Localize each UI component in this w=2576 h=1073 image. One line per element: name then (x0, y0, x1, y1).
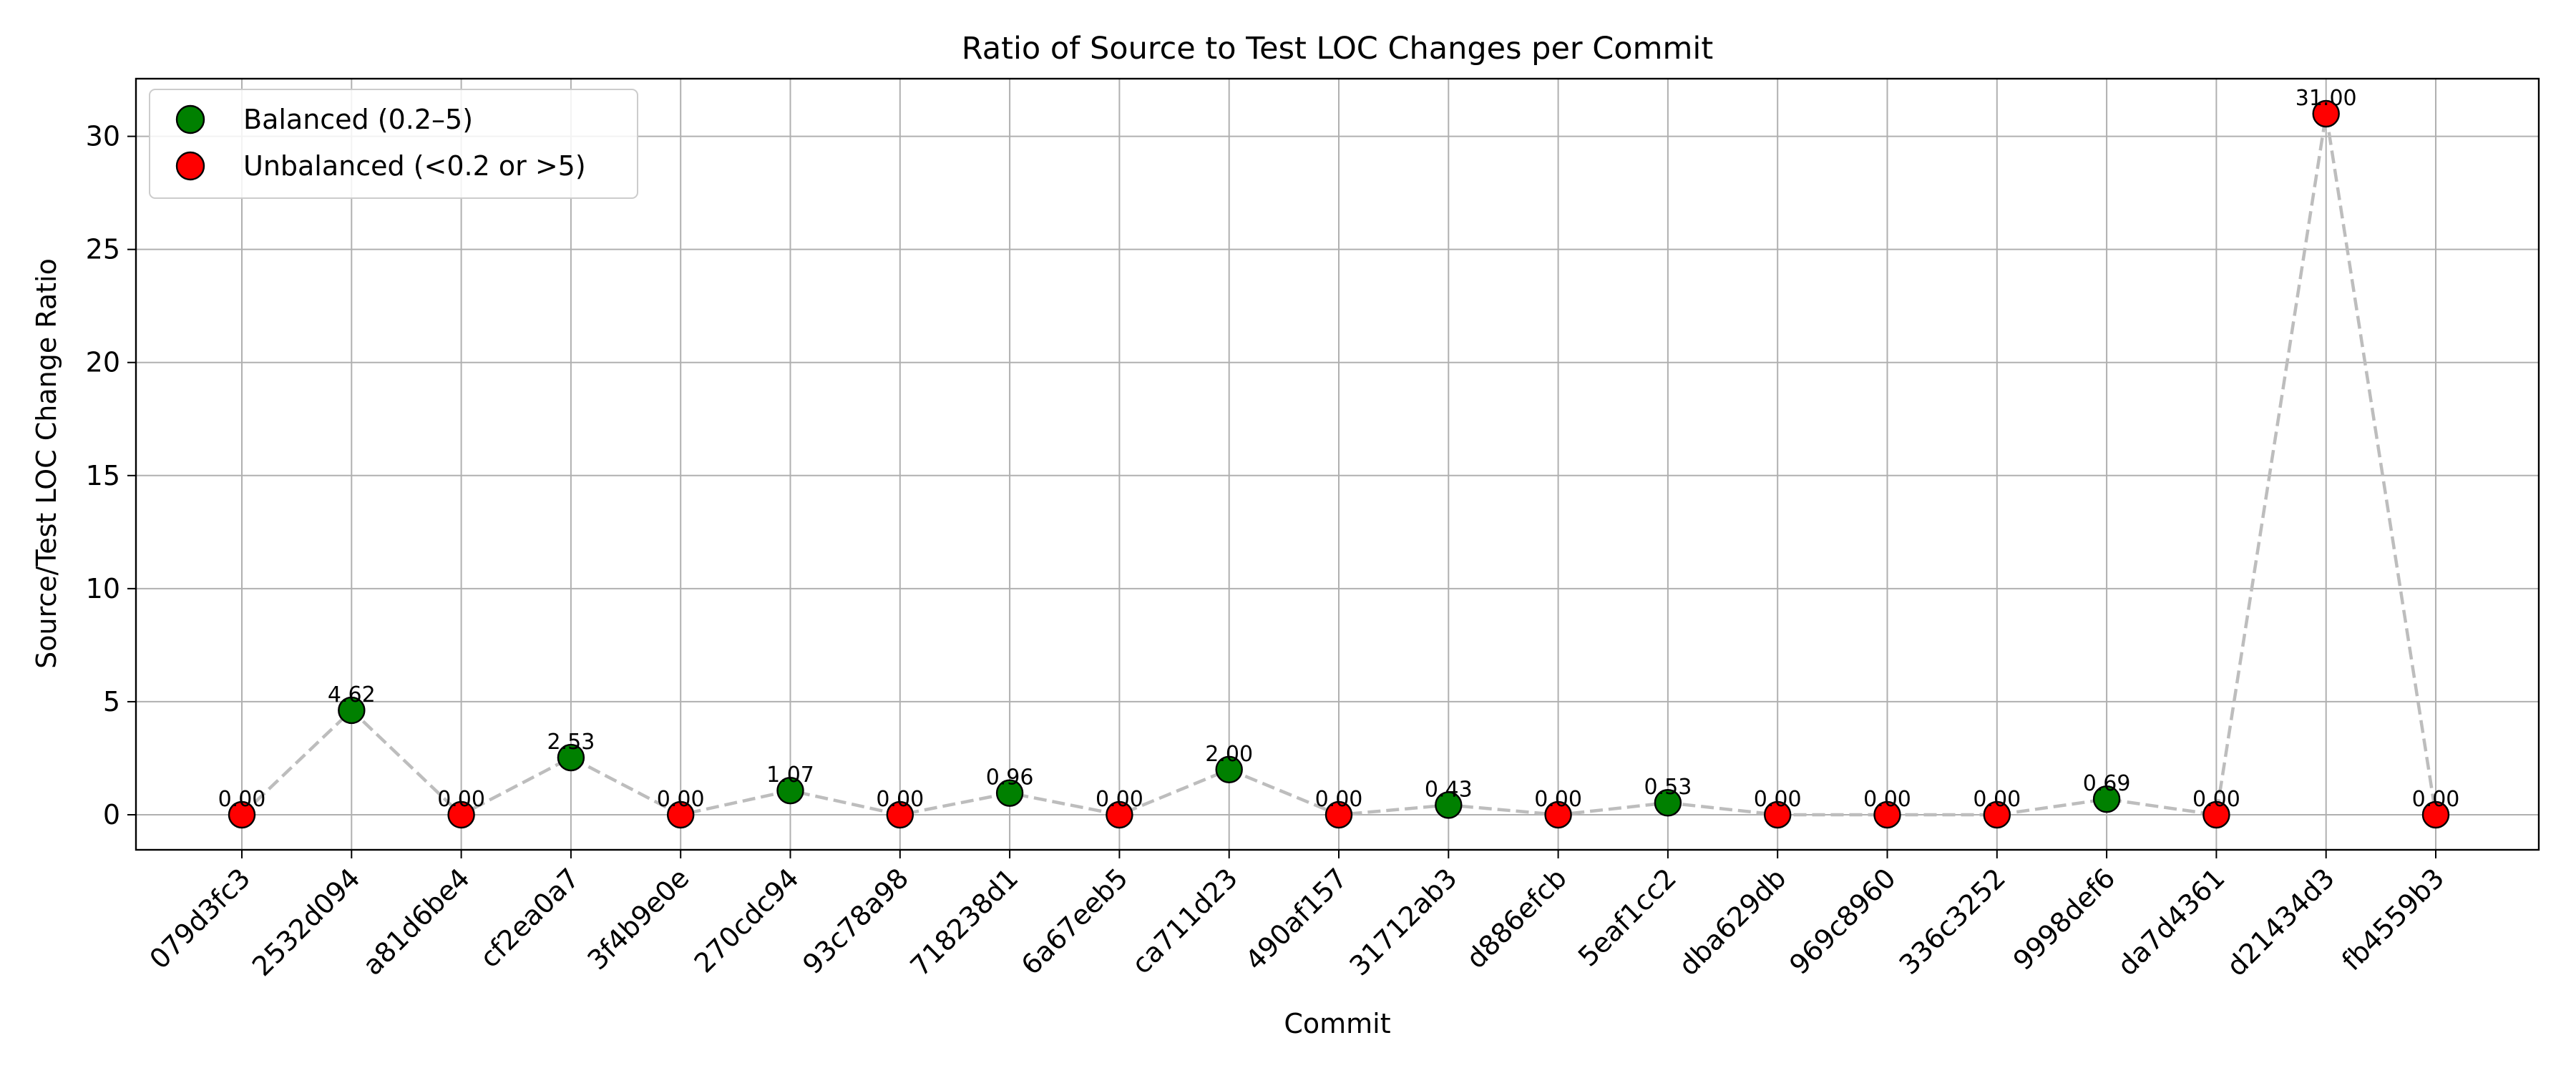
data-point (1435, 791, 1463, 819)
data-point (338, 696, 366, 725)
data-label: 4.62 (328, 682, 376, 707)
y-axis-label: Source/Test LOC Change Ratio (31, 258, 62, 669)
y-tick-label: 25 (86, 234, 120, 265)
data-label: 0.00 (218, 787, 266, 812)
data-label: 0.69 (2083, 771, 2131, 796)
data-point (1983, 800, 2011, 829)
data-point (557, 743, 585, 772)
data-point (228, 800, 256, 829)
data-label: 0.96 (986, 765, 1034, 790)
data-label: 0.00 (1863, 787, 1911, 812)
data-point (886, 800, 914, 829)
data-point (2202, 800, 2230, 829)
y-tick-label: 10 (86, 573, 120, 604)
markers (228, 99, 2450, 829)
legend-label-unbalanced: Unbalanced (<0.2 or >5) (243, 150, 586, 182)
legend-marker-unbalanced (175, 151, 205, 181)
chart-title: Ratio of Source to Test LOC Changes per … (962, 31, 1713, 67)
legend: Balanced (0.2–5) Unbalanced (<0.2 or >5) (149, 89, 638, 199)
data-point (2312, 99, 2340, 128)
y-tick-label: 5 (103, 686, 120, 717)
data-label: 31.00 (2296, 86, 2357, 111)
data-point (995, 779, 1024, 807)
data-label: 0.00 (1754, 787, 1802, 812)
axes-frame (135, 77, 2540, 851)
data-label: 2.53 (547, 730, 595, 755)
data-label: 0.00 (1973, 787, 2021, 812)
legend-marker-balanced (175, 104, 205, 134)
y-axis-ticks: 0 5 10 15 20 25 30 (86, 121, 136, 831)
data-label: 0.43 (1425, 777, 1473, 802)
data-point (1544, 800, 1572, 829)
data-point (1873, 800, 1901, 829)
legend-label-balanced: Balanced (0.2–5) (243, 104, 473, 135)
data-label: 0.00 (1096, 787, 1143, 812)
data-label: 0.00 (2412, 787, 2460, 812)
data-point (1654, 789, 1682, 817)
y-tick-label: 20 (86, 347, 120, 378)
data-point (1324, 800, 1353, 829)
data-label: 0.00 (2192, 787, 2240, 812)
data-label: 0.00 (1534, 787, 1582, 812)
data-label: 0.00 (1315, 787, 1363, 812)
data-point (667, 800, 695, 829)
data-point (447, 800, 475, 829)
data-label: 0.00 (437, 787, 485, 812)
y-tick-label: 30 (86, 121, 120, 152)
value-labels: 0.00 4.62 0.00 2.53 0.00 1.07 0.00 0.96 0.00 2.00… (218, 86, 2460, 812)
data-label: 1.07 (766, 763, 814, 788)
data-point (776, 776, 804, 805)
legend-frame (149, 89, 638, 199)
data-label: 0.00 (657, 787, 705, 812)
data-point (2092, 785, 2121, 813)
data-point (1763, 800, 1792, 829)
data-point (1106, 800, 1133, 829)
legend-entry-balanced: Balanced (0.2–5) (175, 104, 473, 135)
data-point (2421, 800, 2450, 829)
data-label: 2.00 (1205, 742, 1253, 767)
y-tick-label: 15 (86, 460, 120, 491)
y-tick-label: 0 (103, 799, 120, 831)
legend-entry-unbalanced: Unbalanced (<0.2 or >5) (175, 150, 586, 182)
data-label: 0.00 (876, 787, 924, 812)
data-label: 0.53 (1644, 775, 1692, 800)
x-axis-label: Commit (1284, 1008, 1390, 1039)
data-point (1215, 755, 1243, 783)
